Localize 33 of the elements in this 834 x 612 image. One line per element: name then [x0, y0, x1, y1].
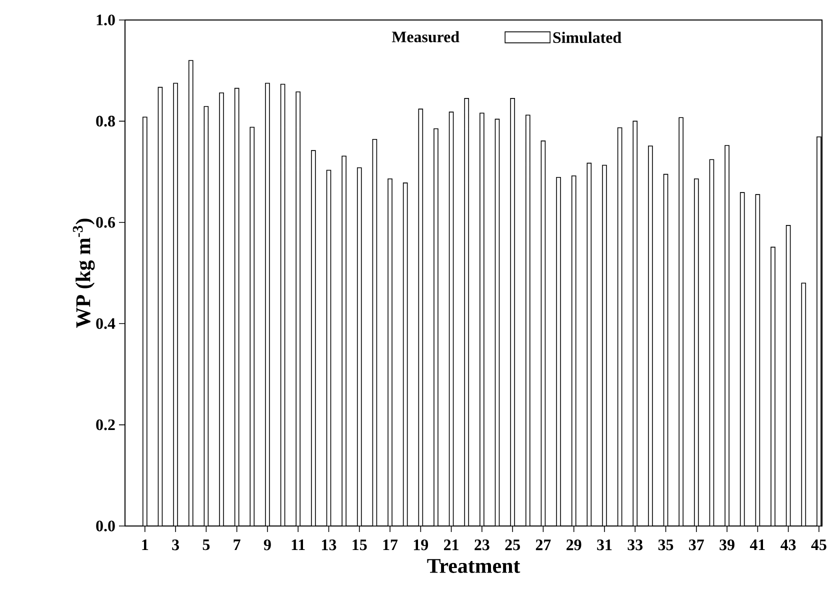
- y-tick-label: 0.4: [96, 318, 116, 330]
- y-tick-label: 0.0: [96, 520, 115, 532]
- x-tick-label: 29: [566, 540, 582, 550]
- x-tick-label: 15: [352, 540, 367, 550]
- x-tick-label: 43: [780, 540, 796, 550]
- x-tick-label: 39: [720, 540, 734, 550]
- x-tick-label: 27: [536, 540, 551, 550]
- x-tick-label: 17: [383, 540, 398, 550]
- y-tick-label: 0.8: [96, 116, 115, 127]
- x-tick-label: 11: [292, 540, 305, 550]
- x-axis-title: Treatment: [427, 559, 520, 573]
- y-axis-title: WP (kg m$^{-3}$): [72, 218, 95, 328]
- x-tick-label: 37: [689, 540, 704, 550]
- x-tick-label: 25: [505, 540, 520, 550]
- x-tick-label: 45: [811, 540, 826, 550]
- x-tick-label: 13: [322, 540, 336, 550]
- x-tick-label: 19: [414, 540, 428, 550]
- x-tick-label: 23: [474, 540, 490, 550]
- x-tick-label: 5: [202, 540, 210, 550]
- annotation: Measured: [392, 31, 460, 42]
- x-tick-label: 31: [597, 540, 612, 550]
- x-tick-label: 41: [750, 540, 765, 550]
- x-tick-label: 1: [142, 540, 148, 550]
- x-tick-label: 35: [658, 540, 674, 550]
- x-tick-label: 7: [234, 540, 240, 550]
- text: Simulated: [553, 32, 622, 44]
- y-tick-label: 1.0: [96, 14, 115, 26]
- x-tick-label: 3: [172, 540, 179, 550]
- x-tick-label: 9: [264, 540, 271, 550]
- y-tick-label: 0.6: [96, 216, 116, 228]
- x-tick-label: 33: [628, 540, 643, 550]
- x-tick-label: 21: [444, 540, 458, 550]
- y-tick-label: 0.2: [96, 419, 115, 430]
